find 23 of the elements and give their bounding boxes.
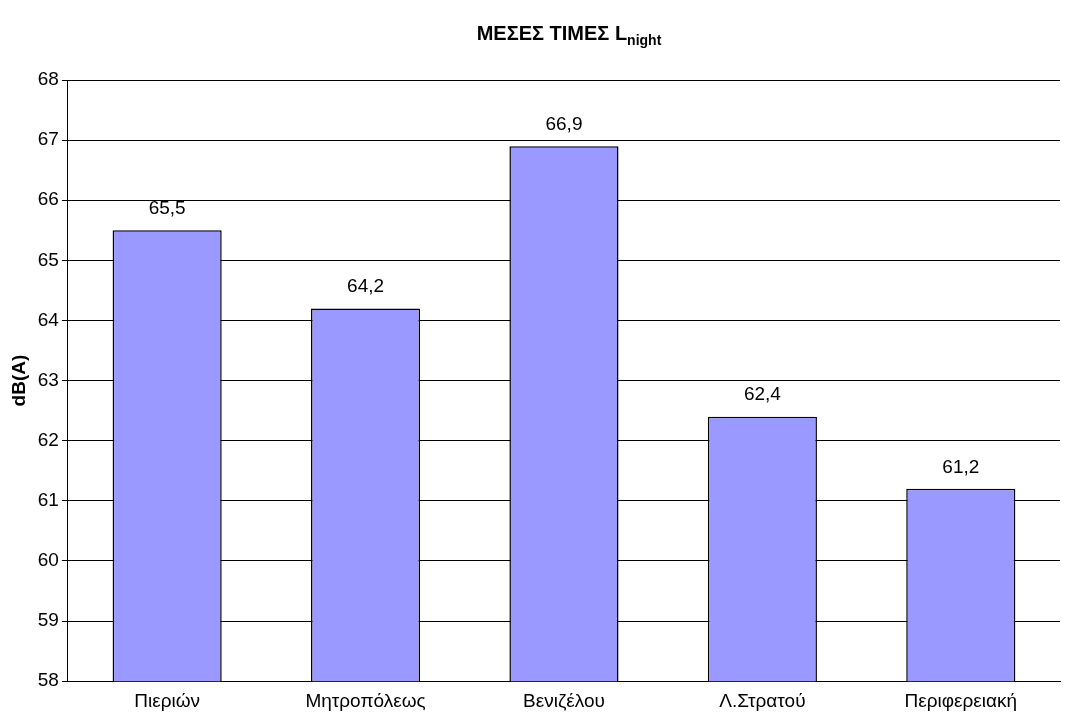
- data-label: 62,4: [743, 383, 782, 405]
- x-tick-label: Μητροπόλεως: [305, 689, 426, 711]
- y-tick-label: 63: [37, 368, 59, 390]
- y-tick-label: 67: [37, 128, 59, 150]
- x-tick-label: Λ.Στρατού: [719, 689, 806, 711]
- y-tick-label: 64: [37, 308, 60, 330]
- y-tick-label: 61: [37, 489, 59, 511]
- data-label: 66,9: [545, 112, 583, 134]
- y-tick-label: 66: [37, 188, 59, 210]
- y-tick-label: 58: [37, 669, 59, 691]
- data-label: 61,2: [942, 455, 980, 477]
- x-tick-label: Πιεριών: [134, 689, 201, 711]
- data-label: 64,2: [347, 275, 385, 297]
- x-tick-label: Περιφερειακή: [904, 689, 1018, 711]
- y-tick-label: 60: [37, 549, 59, 571]
- data-label: 65,5: [148, 197, 186, 219]
- y-axis-title: dB(A): [7, 354, 29, 407]
- y-tick-label: 62: [37, 428, 59, 450]
- y-tick-label: 59: [37, 609, 59, 631]
- y-tick-label: 65: [37, 248, 59, 270]
- x-tick-label: Βενιζέλου: [523, 689, 605, 711]
- chart-title: ΜΕΣΕΣ ΤΙΜΕΣ L$_{night}$: [475, 22, 663, 48]
- y-tick-label: 68: [37, 68, 59, 90]
